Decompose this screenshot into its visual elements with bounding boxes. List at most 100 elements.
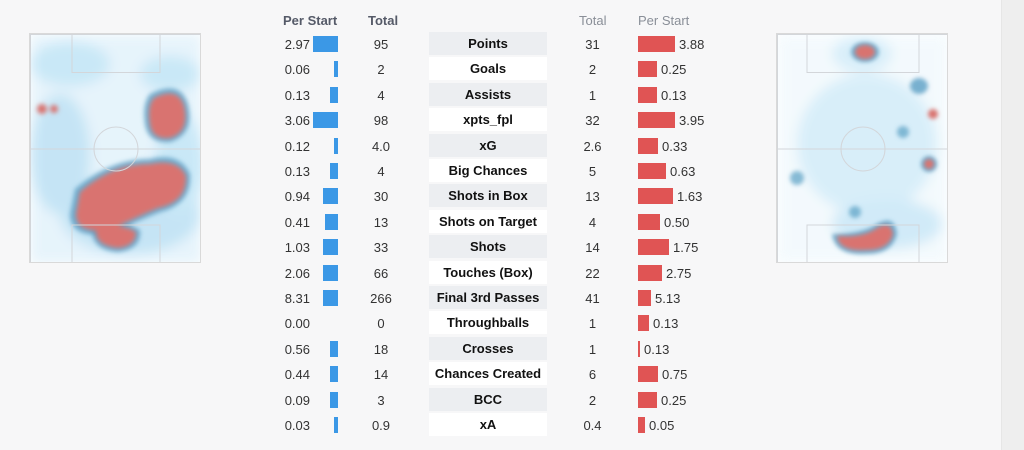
stat-label: Final 3rd Passes (429, 286, 547, 309)
left-per-start-bar (330, 366, 338, 383)
left-per-start-value: 0.12 (284, 138, 310, 154)
left-total-value: 13 (373, 214, 389, 230)
left-per-start-value: 3.06 (284, 113, 310, 129)
left-per-start-bar (323, 290, 338, 306)
left-player-heatmap (29, 33, 201, 263)
stat-row: 3.06 98 xpts_fpl 32 3.95 (0, 108, 1000, 133)
right-per-start-bar (638, 290, 651, 306)
right-total-value: 4 (588, 214, 597, 230)
right-per-start-bar (638, 315, 649, 332)
right-total-value: 0.4 (583, 418, 602, 433)
right-per-start-bar (638, 264, 662, 281)
right-per-start-value: 0.13 (653, 316, 679, 332)
stat-row: 0.12 4.0 xG 2.6 0.33 (0, 133, 1000, 159)
left-per-start-value: 8.31 (284, 291, 310, 306)
stat-label: Shots on Target (429, 209, 547, 233)
right-per-start-value: 0.05 (649, 418, 675, 433)
left-per-start-bar (334, 137, 338, 154)
right-per-start-bar (638, 213, 660, 230)
right-total-value: 6 (588, 367, 597, 383)
right-per-start-value: 5.13 (655, 291, 681, 306)
left-per-start-value: 0.44 (284, 367, 310, 383)
right-per-start-value: 0.63 (670, 164, 696, 179)
right-total-value: 1 (588, 341, 597, 357)
right-total-header: Total (579, 13, 607, 28)
right-per-start-value: 3.95 (679, 113, 705, 129)
stat-row: 0.13 4 Big Chances 5 0.63 (0, 159, 1000, 184)
right-per-start-bar (638, 163, 666, 179)
stat-label: Shots (429, 235, 547, 259)
stat-row: 0.03 0.9 xA 0.4 0.05 (0, 413, 1000, 438)
left-total-value: 266 (370, 291, 392, 306)
stat-row: 8.31 266 Final 3rd Passes 41 5.13 (0, 286, 1000, 311)
right-per-start-value: 1.63 (677, 189, 703, 205)
pitch-heatmap-icon (777, 34, 947, 262)
stat-row: 0.41 13 Shots on Target 4 0.50 (0, 209, 1000, 235)
left-total-value: 0 (377, 316, 385, 332)
right-per-start-bar (638, 188, 673, 205)
stat-row: 0.44 14 Chances Created 6 0.75 (0, 362, 1000, 387)
right-total-value: 41 (585, 291, 600, 306)
right-total-value: 5 (588, 164, 597, 179)
left-total-value: 18 (373, 341, 389, 357)
left-total-header: Total (368, 13, 399, 28)
right-total-value: 2.6 (583, 138, 602, 154)
left-total-value: 33 (373, 240, 389, 256)
right-total-value: 1 (588, 316, 597, 332)
right-per-start-value: 3.88 (679, 37, 705, 52)
right-per-start-bar (638, 340, 640, 357)
pitch-heatmap-icon (30, 34, 200, 262)
stat-row: 2.06 66 Touches (Box) 22 2.75 (0, 260, 1000, 286)
stat-label: Goals (429, 57, 547, 81)
scrollbar[interactable] (1001, 0, 1024, 450)
right-total-value: 2 (588, 62, 597, 78)
right-total-value: 32 (585, 113, 600, 129)
stat-row: 0.00 0 Throughballs 1 0.13 (0, 311, 1000, 336)
right-per-start-value: 0.33 (662, 138, 688, 154)
left-total-value: 4.0 (371, 138, 391, 154)
right-per-start-bar (638, 137, 658, 154)
right-player-heatmap (776, 33, 948, 263)
stat-row: 2.97 95 Points 31 3.88 (0, 32, 1000, 57)
left-per-start-bar (330, 391, 338, 408)
left-per-start-value: 0.13 (284, 164, 310, 179)
left-total-value: 4 (377, 164, 385, 179)
left-total-value: 3 (377, 392, 385, 408)
left-total-value: 14 (373, 367, 389, 383)
right-per-start-value: 0.50 (664, 214, 690, 230)
right-per-start-value: 0.13 (661, 87, 687, 103)
left-per-start-bar (334, 417, 338, 433)
left-per-start-bar (334, 61, 338, 78)
right-total-value: 22 (585, 265, 600, 281)
left-per-start-value: 0.41 (284, 214, 310, 230)
right-per-start-header: Per Start (638, 13, 690, 28)
right-per-start-value: 2.75 (666, 265, 692, 281)
right-total-value: 31 (585, 37, 600, 52)
left-per-start-bar (313, 36, 338, 52)
stat-label: xG (429, 133, 547, 157)
left-per-start-value: 0.56 (284, 341, 310, 357)
left-per-start-bar (330, 86, 338, 103)
stat-label: Touches (Box) (429, 260, 547, 284)
stat-label: xpts_fpl (429, 108, 547, 132)
left-per-start-value: 0.00 (284, 316, 310, 332)
left-total-value: 2 (377, 62, 385, 78)
stat-label: Points (429, 32, 547, 55)
left-total-value: 4 (377, 87, 385, 103)
left-per-start-bar (330, 340, 338, 357)
right-total-value: 13 (585, 189, 600, 205)
right-total-value: 14 (585, 240, 600, 256)
right-total-value: 2 (588, 392, 597, 408)
stat-row: 0.56 18 Crosses 1 0.13 (0, 336, 1000, 362)
right-per-start-bar (638, 36, 675, 52)
right-per-start-bar (638, 417, 645, 433)
stat-label: Chances Created (429, 362, 547, 386)
right-per-start-value: 0.25 (661, 62, 687, 78)
left-total-value: 0.9 (371, 418, 391, 433)
left-per-start-value: 0.09 (284, 392, 310, 408)
stat-row: 0.06 2 Goals 2 0.25 (0, 57, 1000, 82)
right-total-value: 1 (588, 87, 597, 103)
right-per-start-bar (638, 112, 675, 129)
stat-row: 0.13 4 Assists 1 0.13 (0, 82, 1000, 108)
right-per-start-bar (638, 391, 657, 408)
